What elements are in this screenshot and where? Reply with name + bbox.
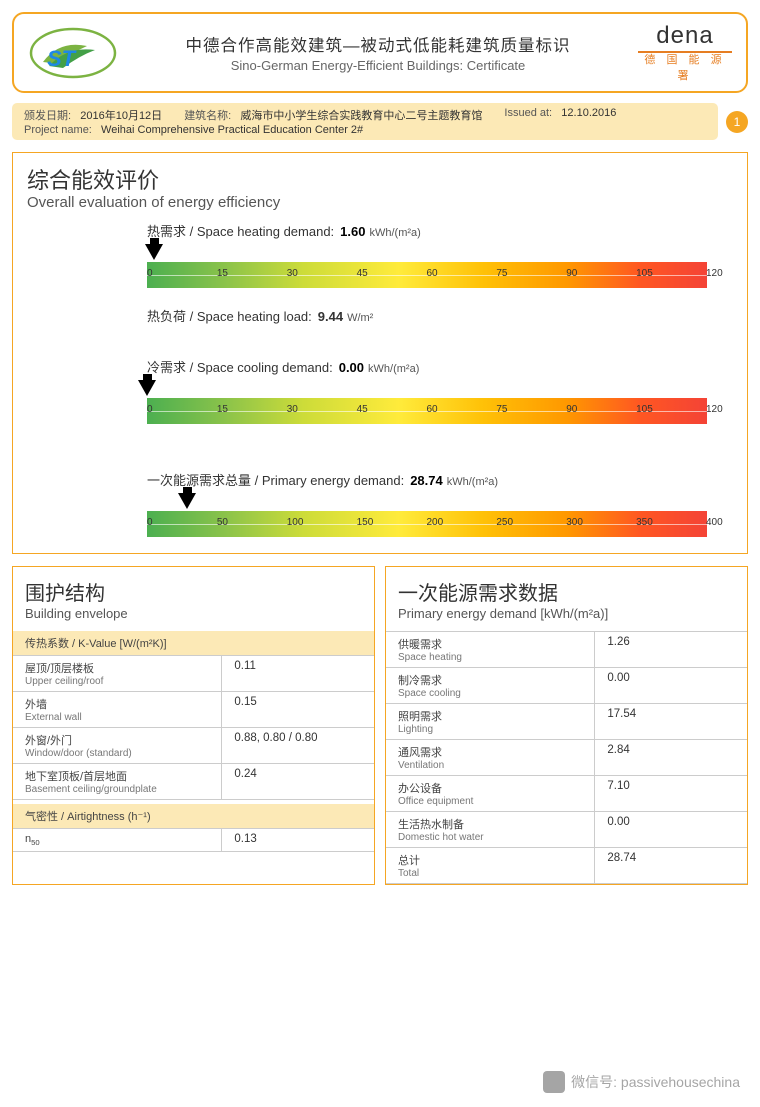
ped-row: 生活热水制备Domestic hot water 0.00 xyxy=(386,811,747,847)
issue-date-en: 12.10.2016 xyxy=(561,107,616,119)
n50-label: n50 xyxy=(13,829,222,851)
dena-text: dena xyxy=(638,22,732,50)
scale-bar: 0153045607590105120 xyxy=(147,262,707,288)
watermark-text: 微信号: passivehousechina xyxy=(571,1072,740,1092)
row-label: 办公设备Office equipment xyxy=(386,776,595,811)
page-badge: 1 xyxy=(726,111,748,133)
n50-val: 0.13 xyxy=(222,829,374,851)
row-label: 外窗/外门Window/door (standard) xyxy=(13,728,222,763)
ped-row: 总计Total 28.74 xyxy=(386,847,747,884)
row-value: 0.11 xyxy=(222,656,374,691)
dena-logo: dena 德 国 能 源 署 xyxy=(638,22,732,83)
issue-label-zh: 颁发日期: xyxy=(24,110,71,122)
airtight-head: 气密性 / Airtightness (h⁻¹) xyxy=(13,804,374,828)
envelope-panel: 围护结构 Building envelope 传热系数 / K-Value [W… xyxy=(12,566,375,885)
row-label: 屋顶/顶层楼板Upper ceiling/roof xyxy=(13,656,222,691)
issue-label-en: Issued at: xyxy=(504,107,552,119)
building-label-zh: 建筑名称: xyxy=(184,110,231,122)
row-value: 7.10 xyxy=(595,776,747,811)
ped-row: 制冷需求Space cooling 0.00 xyxy=(386,667,747,703)
row-value: 0.00 xyxy=(595,668,747,703)
ped-title-zh: 一次能源需求数据 xyxy=(386,577,747,606)
scale: 050100150200250300350400 xyxy=(147,493,707,537)
row-value: 1.26 xyxy=(595,632,747,667)
title-block: 中德合作高能效建筑—被动式低能耗建筑质量标识 Sino-German Energ… xyxy=(128,32,628,73)
dena-sub: 德 国 能 源 署 xyxy=(638,51,732,83)
scale: 0153045607590105120 xyxy=(147,244,707,288)
envelope-row: 地下室顶板/首层地面Basement ceiling/groundplate 0… xyxy=(13,763,374,800)
watermark: 微信号: passivehousechina xyxy=(543,1071,740,1093)
row-value: 17.54 xyxy=(595,704,747,739)
stc-logo: ST xyxy=(28,23,118,83)
envelope-row: 外窗/外门Window/door (standard) 0.88, 0.80 /… xyxy=(13,727,374,763)
row-value: 0.88, 0.80 / 0.80 xyxy=(222,728,374,763)
scale: 0153045607590105120 xyxy=(147,380,707,424)
row-value: 0.00 xyxy=(595,812,747,847)
pointer-arrow xyxy=(145,244,163,260)
building-label-en: Project name: xyxy=(24,124,92,136)
scale-bar: 0153045607590105120 xyxy=(147,398,707,424)
row-label: 供暖需求Space heating xyxy=(386,632,595,667)
metric: 一次能源需求总量 / Primary energy demand:28.74kW… xyxy=(147,470,733,489)
overall-title-en: Overall evaluation of energy efficiency xyxy=(27,194,733,211)
ped-row: 供暖需求Space heating 1.26 xyxy=(386,631,747,667)
info-row: 颁发日期: 2016年10月12日 建筑名称: 威海市中小学生综合实践教育中心二… xyxy=(12,103,748,140)
metric: 冷需求 / Space cooling demand:0.00kWh/(m²a) xyxy=(147,357,733,376)
issue-date-zh: 2016年10月12日 xyxy=(80,110,162,122)
pointer-arrow xyxy=(138,380,156,396)
row-label: 通风需求Ventilation xyxy=(386,740,595,775)
certificate-header: ST 中德合作高能效建筑—被动式低能耗建筑质量标识 Sino-German En… xyxy=(12,12,748,93)
scale-bar: 050100150200250300350400 xyxy=(147,511,707,537)
envelope-title-en: Building envelope xyxy=(13,606,374,627)
pointer-arrow xyxy=(178,493,196,509)
metric: 热需求 / Space heating demand:1.60kWh/(m²a) xyxy=(147,221,733,240)
row-value: 2.84 xyxy=(595,740,747,775)
ped-row: 通风需求Ventilation 2.84 xyxy=(386,739,747,775)
building-name-en: Weihai Comprehensive Practical Education… xyxy=(101,124,363,136)
ped-panel: 一次能源需求数据 Primary energy demand [kWh/(m²a… xyxy=(385,566,748,885)
envelope-row: 屋顶/顶层楼板Upper ceiling/roof 0.11 xyxy=(13,655,374,691)
row-label: 生活热水制备Domestic hot water xyxy=(386,812,595,847)
row-value: 0.24 xyxy=(222,764,374,799)
row-label: 外墙External wall xyxy=(13,692,222,727)
n50-row: n50 0.13 xyxy=(13,828,374,852)
envelope-row: 外墙External wall 0.15 xyxy=(13,691,374,727)
title-zh: 中德合作高能效建筑—被动式低能耗建筑质量标识 xyxy=(128,32,628,56)
ped-row: 照明需求Lighting 17.54 xyxy=(386,703,747,739)
row-label: 地下室顶板/首层地面Basement ceiling/groundplate xyxy=(13,764,222,799)
row-label: 制冷需求Space cooling xyxy=(386,668,595,703)
row-label: 总计Total xyxy=(386,848,595,883)
info-pill: 颁发日期: 2016年10月12日 建筑名称: 威海市中小学生综合实践教育中心二… xyxy=(12,103,718,140)
sub-metric: 热负荷 / Space heating load:9.44W/m² xyxy=(147,306,733,325)
row-value: 0.15 xyxy=(222,692,374,727)
row-value: 28.74 xyxy=(595,848,747,883)
kvalue-head: 传热系数 / K-Value [W/(m²K)] xyxy=(13,631,374,655)
wechat-icon xyxy=(543,1071,565,1093)
row-label: 照明需求Lighting xyxy=(386,704,595,739)
title-en: Sino-German Energy-Efficient Buildings: … xyxy=(128,58,628,73)
overall-section: 综合能效评价 Overall evaluation of energy effi… xyxy=(12,152,748,554)
svg-text:ST: ST xyxy=(47,46,77,71)
building-name-zh: 威海市中小学生综合实践教育中心二号主题教育馆 xyxy=(240,110,482,122)
ped-row: 办公设备Office equipment 7.10 xyxy=(386,775,747,811)
envelope-title-zh: 围护结构 xyxy=(13,577,374,606)
overall-title-zh: 综合能效评价 xyxy=(27,163,733,195)
ped-title-en: Primary energy demand [kWh/(m²a)] xyxy=(386,606,747,627)
two-column: 围护结构 Building envelope 传热系数 / K-Value [W… xyxy=(12,566,748,885)
